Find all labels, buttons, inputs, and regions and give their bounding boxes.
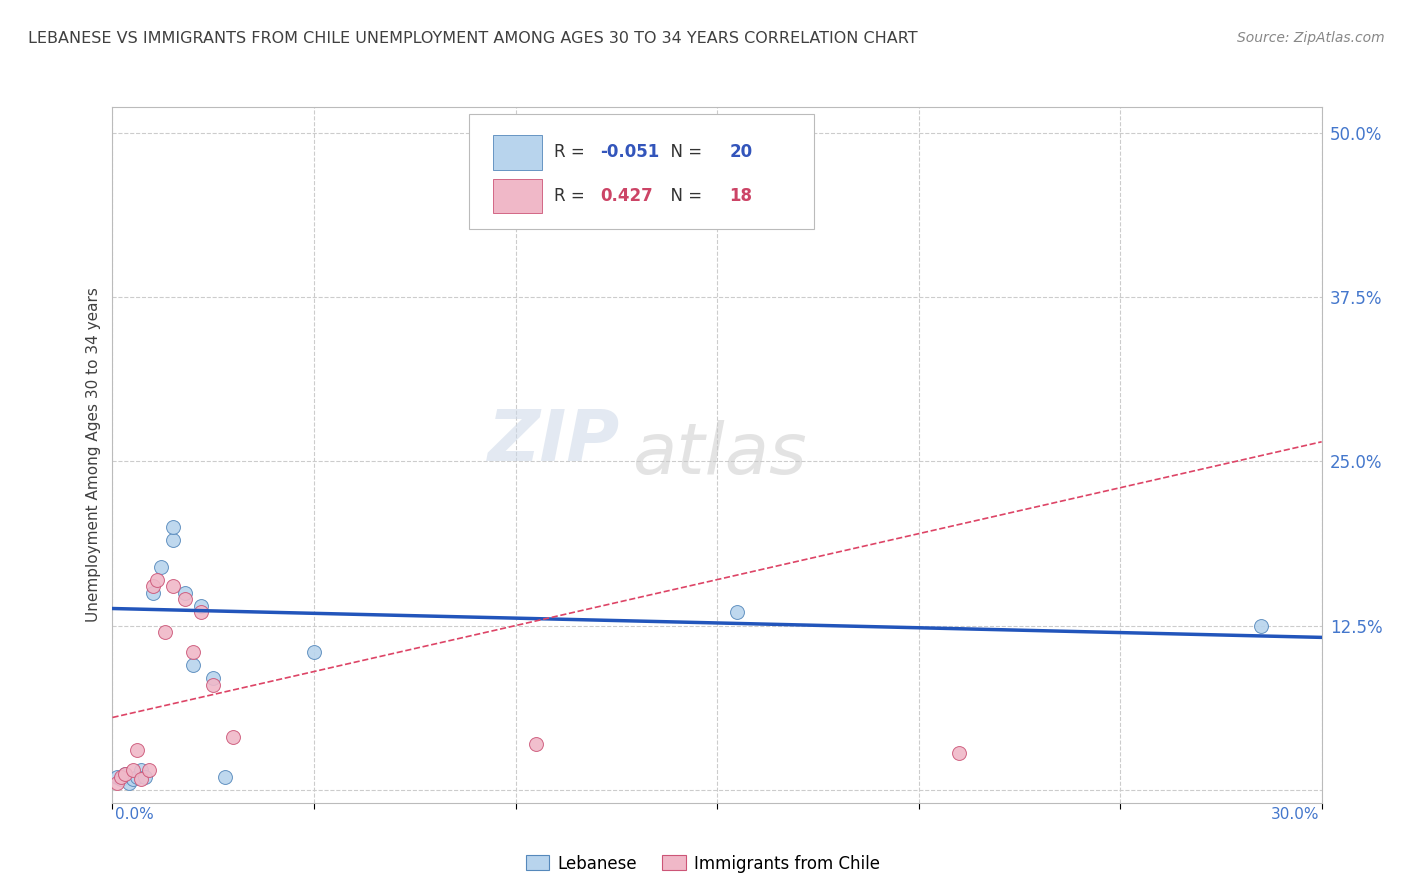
Point xyxy=(190,606,212,620)
Point xyxy=(129,763,152,777)
Text: N =: N = xyxy=(661,187,707,205)
Text: LEBANESE VS IMMIGRANTS FROM CHILE UNEMPLOYMENT AMONG AGES 30 TO 34 YEARS CORRELA: LEBANESE VS IMMIGRANTS FROM CHILE UNEMPL… xyxy=(28,31,918,46)
Bar xyxy=(494,135,541,169)
Point xyxy=(121,763,143,777)
Point xyxy=(121,772,143,787)
Point xyxy=(190,599,212,613)
Text: 0.0%: 0.0% xyxy=(115,807,155,822)
Point xyxy=(302,645,325,659)
Point xyxy=(114,767,136,781)
Point xyxy=(129,772,152,787)
Point xyxy=(162,520,184,534)
Point xyxy=(138,763,160,777)
Point xyxy=(174,592,197,607)
Point xyxy=(222,730,245,744)
Point xyxy=(202,678,225,692)
Legend: Lebanese, Immigrants from Chile: Lebanese, Immigrants from Chile xyxy=(519,848,887,880)
Point xyxy=(142,586,165,600)
Point xyxy=(524,737,547,751)
Point xyxy=(105,770,128,784)
Point xyxy=(162,579,184,593)
Text: 0.427: 0.427 xyxy=(600,187,652,205)
Point xyxy=(146,573,169,587)
FancyBboxPatch shape xyxy=(470,114,814,229)
Text: atlas: atlas xyxy=(633,420,807,490)
Point xyxy=(149,559,172,574)
Point xyxy=(110,772,132,787)
Text: 20: 20 xyxy=(730,144,752,161)
Point xyxy=(125,770,148,784)
Point xyxy=(114,767,136,781)
Bar xyxy=(494,178,541,213)
Y-axis label: Unemployment Among Ages 30 to 34 years: Unemployment Among Ages 30 to 34 years xyxy=(86,287,101,623)
Text: R =: R = xyxy=(554,144,591,161)
Text: R =: R = xyxy=(554,187,591,205)
Point xyxy=(125,743,148,757)
Text: ZIP: ZIP xyxy=(488,407,620,475)
Text: Source: ZipAtlas.com: Source: ZipAtlas.com xyxy=(1237,31,1385,45)
Point xyxy=(181,657,204,672)
Text: -0.051: -0.051 xyxy=(600,144,659,161)
Text: N =: N = xyxy=(661,144,707,161)
Point xyxy=(142,579,165,593)
Point xyxy=(174,586,197,600)
Point xyxy=(214,770,236,784)
Point xyxy=(725,606,748,620)
Point xyxy=(117,776,139,790)
Point xyxy=(153,625,176,640)
Point xyxy=(110,770,132,784)
Point xyxy=(162,533,184,548)
Text: 30.0%: 30.0% xyxy=(1271,807,1319,822)
Point xyxy=(181,645,204,659)
Point xyxy=(105,776,128,790)
Point xyxy=(1250,618,1272,632)
Point xyxy=(948,746,970,760)
Text: 18: 18 xyxy=(730,187,752,205)
Point xyxy=(134,770,156,784)
Point xyxy=(202,671,225,685)
